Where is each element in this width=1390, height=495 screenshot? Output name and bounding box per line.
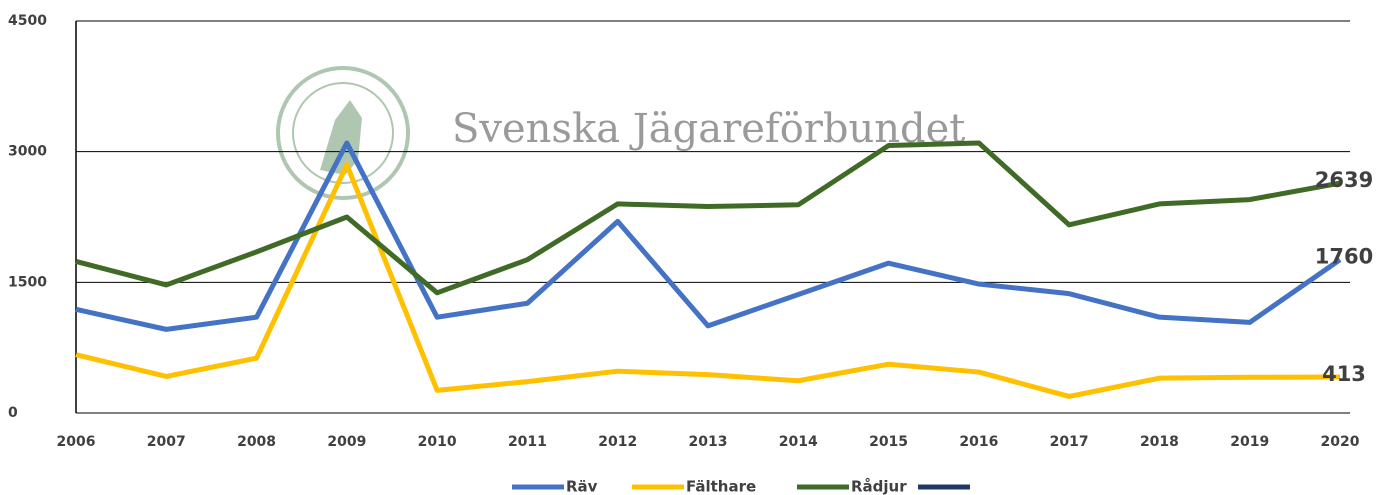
- y-tick-label: 0: [8, 405, 18, 421]
- legend-label: Räv: [566, 478, 598, 495]
- line-series: [75, 140, 1342, 332]
- x-tick-label: 2006: [57, 434, 96, 450]
- y-tick-label: 3000: [8, 144, 47, 160]
- x-tick-label: 2007: [147, 434, 186, 450]
- line-series: [75, 140, 1341, 296]
- watermark-text: Svenska Jägareförbundet: [452, 106, 965, 152]
- x-tick-label: 2010: [418, 434, 457, 450]
- x-tick-label: 2009: [327, 434, 366, 450]
- data-label: 2639: [1315, 168, 1373, 192]
- data-label: 413: [1322, 362, 1366, 386]
- x-tick-label: 2012: [598, 434, 637, 450]
- x-tick-label: 2013: [689, 434, 728, 450]
- legend-label: Rådjur: [851, 478, 907, 495]
- x-tick-label: 2017: [1050, 434, 1089, 450]
- x-tick-label: 2011: [508, 434, 547, 450]
- x-tick-label: 2014: [779, 434, 818, 450]
- legend-label: Fälthare: [686, 478, 756, 495]
- x-tick-label: 2020: [1321, 434, 1360, 450]
- data-label: 1760: [1315, 245, 1373, 269]
- x-tick-label: 2008: [237, 434, 276, 450]
- y-tick-label: 4500: [8, 13, 47, 29]
- x-tick-label: 2016: [959, 434, 998, 450]
- y-tick-label: 1500: [8, 274, 47, 290]
- x-tick-label: 2018: [1140, 434, 1179, 450]
- line-series: [75, 162, 1341, 399]
- x-tick-label: 2019: [1230, 434, 1269, 450]
- x-tick-label: 2015: [869, 434, 908, 450]
